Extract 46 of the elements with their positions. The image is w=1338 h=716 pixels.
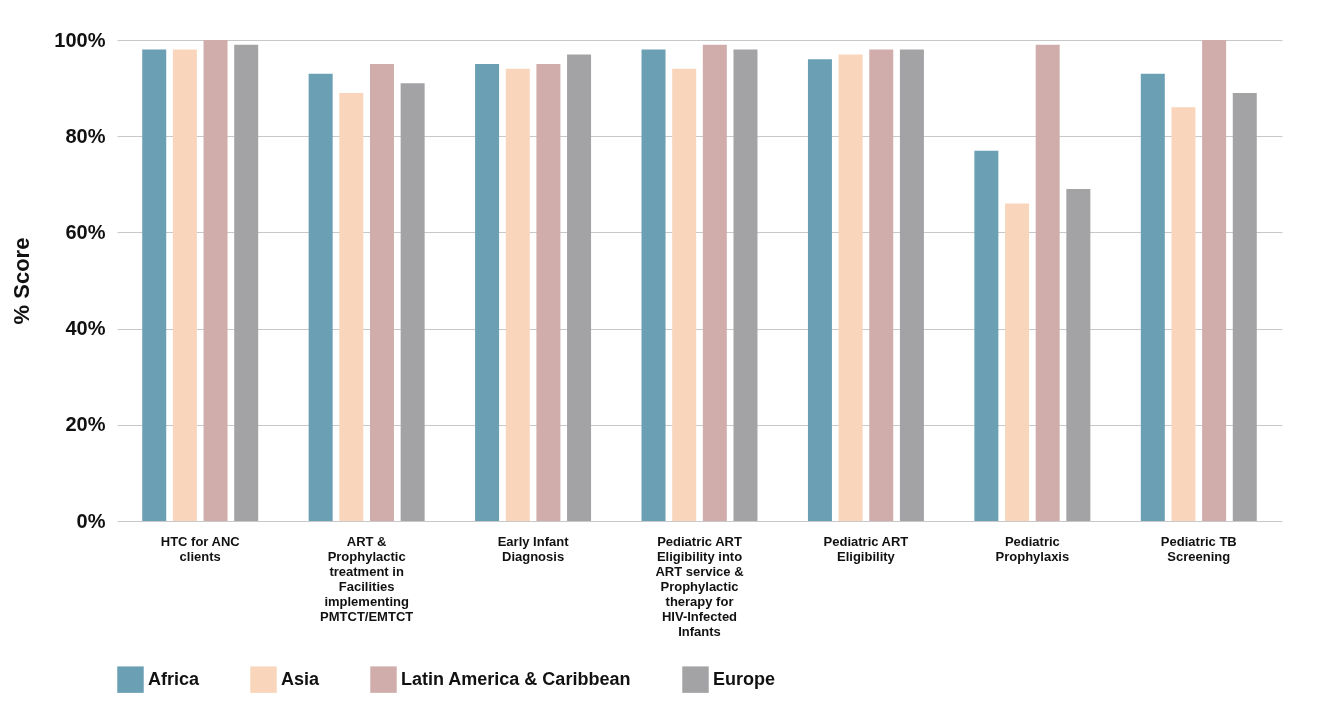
x-tick-label: Pediatric ART Eligibility [823,533,909,564]
bar [369,64,394,521]
x-tick-label: Early Infant Diagnosis [497,533,570,564]
bar [505,68,530,521]
bar [869,49,894,521]
bar [1066,189,1091,521]
y-tick-label: 0% [76,509,106,532]
bar [339,92,364,521]
bar [234,44,259,521]
bar [1171,107,1196,521]
x-tick-label: Pediatric Prophylaxis [995,533,1070,564]
bar [641,49,666,521]
x-tick-label: ART & Prophylactic treatment in Facilities implementing PMTCT/EMTCT [320,533,414,624]
legend-label: Europe [713,668,776,689]
y-tick-label: 40% [65,317,106,340]
legend-label: Africa [148,668,201,689]
bar [1232,92,1257,521]
y-tick-label: 80% [65,124,106,147]
bar [475,64,500,521]
y-tick-label: 20% [65,413,106,436]
bar [807,59,832,521]
bar [400,83,425,521]
bar [672,68,697,521]
y-tick-label: 60% [65,220,106,243]
x-tick-label: HTC for ANC clients [160,533,241,564]
legend-label: Latin America & Caribbean [401,668,631,689]
bar [733,49,758,521]
bar [974,150,999,521]
x-tick-label: Pediatric TB Screening [1160,533,1237,564]
bar [1140,73,1165,521]
y-axis-title: % Score [9,237,35,325]
bar [899,49,924,521]
bar [567,54,592,521]
bar [1035,44,1060,521]
bar [142,49,167,521]
legend-label: Asia [281,668,321,689]
bar [702,44,727,521]
bar [172,49,197,521]
y-tick-label: 100% [54,28,106,51]
bar [308,73,333,521]
bar [838,54,863,521]
bar [203,40,228,521]
bar [536,64,561,521]
bar [1202,40,1227,521]
x-tick-label: Pediatric ART Eligibility into ART service & Prophylactic therapy for HIV-Infected Infants [655,533,744,639]
bar [1005,203,1030,521]
